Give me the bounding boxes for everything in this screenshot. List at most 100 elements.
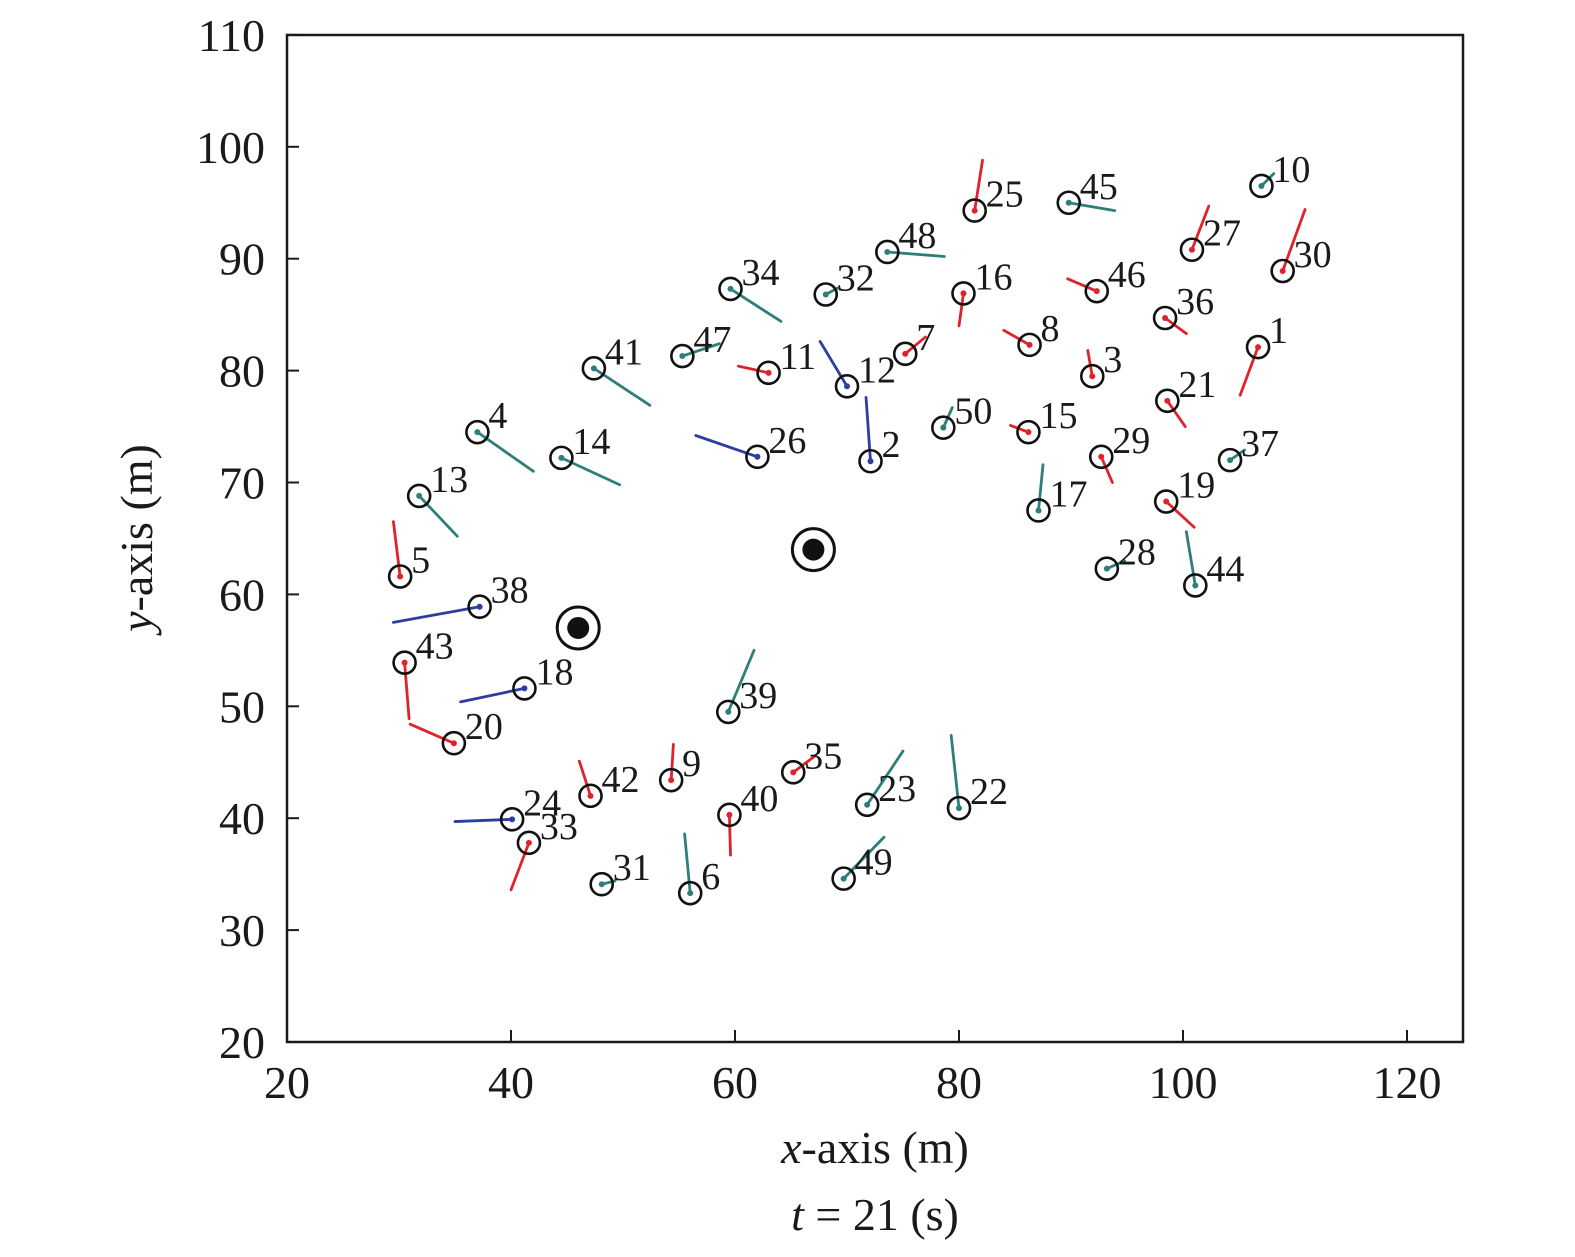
agent-23: 23	[854, 749, 916, 818]
x-tick-label: 20	[264, 1057, 310, 1108]
agent-circle	[1017, 332, 1042, 358]
agent-label: 43	[416, 626, 454, 668]
agent-dot	[960, 290, 967, 297]
agent-label: 18	[535, 651, 573, 693]
agent-label: 6	[701, 856, 720, 898]
agent-heading	[1037, 463, 1045, 512]
agent-label: 28	[1118, 532, 1156, 574]
agent-heading	[1086, 349, 1094, 378]
agent-label: 7	[916, 317, 935, 359]
agent-49: 49	[831, 835, 893, 891]
y-tick-label: 30	[219, 905, 265, 956]
agent-circle	[892, 341, 918, 367]
agent-circle	[858, 448, 883, 474]
agent-37: 37	[1217, 423, 1279, 473]
agent-dot	[509, 816, 516, 823]
agent-dot	[679, 353, 686, 360]
agent-dot	[1089, 373, 1096, 380]
agent-41: 41	[581, 331, 652, 407]
agent-47: 47	[670, 319, 731, 369]
agent-label: 37	[1241, 423, 1279, 465]
agent-label: 48	[898, 215, 936, 257]
agent-circle	[834, 373, 860, 399]
agent-heading	[391, 605, 482, 624]
agent-circle	[951, 281, 976, 306]
agent-circle	[387, 564, 413, 589]
agent-heading	[1184, 530, 1197, 587]
agent-circle	[780, 760, 806, 785]
agent-dot	[844, 383, 850, 390]
agent-25: 25	[962, 158, 1024, 223]
agent-dot	[590, 365, 597, 372]
agent-31: 31	[589, 847, 651, 897]
time-caption-text: = 21 (s)	[804, 1189, 959, 1240]
agent-circle	[1016, 419, 1041, 445]
agent-label: 17	[1050, 473, 1088, 515]
agent-circle	[441, 730, 467, 756]
agent-heading	[1099, 455, 1114, 484]
agent-label: 21	[1178, 364, 1216, 406]
agent-heading	[680, 342, 721, 358]
agent-dot	[1103, 565, 1110, 572]
agent-label: 3	[1103, 339, 1122, 381]
agent-circle	[467, 594, 492, 620]
agent-dot	[476, 603, 483, 610]
agent-dot	[521, 685, 528, 692]
agent-heading	[842, 835, 886, 881]
agent-circle	[512, 676, 537, 701]
agent-11: 11	[736, 336, 816, 386]
agent-dot	[1188, 246, 1195, 253]
y-tick-label: 50	[219, 681, 265, 732]
agent-6: 6	[677, 832, 720, 906]
agent-label: 38	[491, 570, 529, 612]
agent-circle	[875, 239, 900, 265]
agent-heading	[973, 158, 984, 212]
agent-label: 20	[465, 706, 503, 748]
agent-dot	[587, 792, 594, 799]
agent-circle	[1249, 173, 1274, 199]
agent-circle	[1217, 447, 1243, 473]
agent-dot	[790, 769, 797, 776]
agent-dot	[765, 369, 772, 376]
agent-circle	[465, 419, 490, 445]
agent-2: 2	[858, 396, 901, 474]
agent-19: 19	[1153, 465, 1215, 529]
agent-heading	[1164, 500, 1196, 529]
y-tick-label: 70	[219, 458, 265, 509]
agent-circle	[854, 792, 880, 818]
agent-heading	[1163, 316, 1188, 336]
y-tick-label: 40	[219, 793, 265, 844]
agent-46: 46	[1066, 254, 1146, 304]
agent-label: 4	[488, 395, 507, 437]
agent-label: 19	[1177, 465, 1215, 507]
agent-dot	[474, 429, 481, 436]
agent-circle	[658, 767, 684, 793]
agent-heading	[957, 291, 965, 328]
agent-heading	[903, 335, 927, 356]
agent-heading	[885, 250, 946, 258]
y-tick-label: 20	[219, 1017, 265, 1068]
agent-label: 12	[858, 349, 896, 391]
agent-dot	[956, 805, 962, 812]
agent-16: 16	[951, 256, 1012, 328]
agent-circle	[1094, 556, 1120, 581]
agent-dot	[1163, 498, 1170, 505]
agent-36: 36	[1152, 281, 1214, 336]
agent-label: 24	[523, 782, 561, 824]
agent-circle	[1245, 334, 1271, 360]
agent-label: 8	[1041, 308, 1060, 350]
agent-heading	[577, 759, 592, 798]
x-tick-label: 60	[712, 1057, 758, 1108]
obstacle-core	[802, 538, 825, 561]
agent-8: 8	[1002, 308, 1060, 358]
agent-dot	[1258, 182, 1265, 189]
agent-4: 4	[465, 395, 535, 473]
agent-label: 31	[613, 847, 651, 889]
agent-circle	[745, 444, 770, 470]
agent-dot	[525, 839, 532, 846]
time-caption-var: t	[791, 1189, 805, 1240]
agent-7: 7	[892, 317, 935, 367]
agent-circle	[1079, 363, 1105, 389]
